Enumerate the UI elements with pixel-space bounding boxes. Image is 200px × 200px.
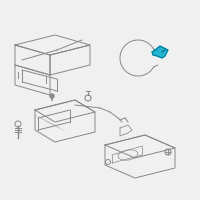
Polygon shape xyxy=(152,46,168,58)
Circle shape xyxy=(50,94,54,98)
